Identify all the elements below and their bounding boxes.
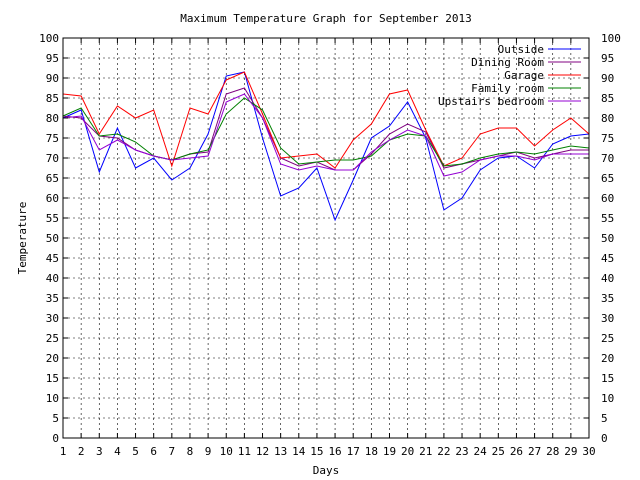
y-tick-label-right: 90 <box>601 72 614 85</box>
series-line-outside <box>62 71 590 222</box>
y-tick-label-right: 55 <box>601 212 614 225</box>
y-tick-label-right: 35 <box>601 292 614 305</box>
x-tick-label: 17 <box>347 445 360 458</box>
series-lines <box>62 71 590 222</box>
y-tick-label-right: 5 <box>601 412 608 425</box>
y-tick-label-right: 15 <box>601 372 614 385</box>
x-tick-label: 23 <box>455 445 468 458</box>
y-tick-label-left: 55 <box>46 212 59 225</box>
x-tick-label: 24 <box>474 445 488 458</box>
y-tick-label-right: 45 <box>601 252 614 265</box>
x-tick-label: 1 <box>60 445 67 458</box>
y-tick-label-left: 45 <box>46 252 59 265</box>
x-tick-label: 11 <box>238 445 251 458</box>
x-tick-label: 26 <box>510 445 523 458</box>
y-tick-label-left: 40 <box>46 272 59 285</box>
x-tick-label: 19 <box>383 445 396 458</box>
legend-label-garage: Garage <box>504 69 544 82</box>
x-tick-label: 7 <box>169 445 176 458</box>
y-tick-label-left: 65 <box>46 172 59 185</box>
y-tick-label-right: 20 <box>601 352 614 365</box>
y-tick-label-left: 5 <box>52 412 59 425</box>
y-tick-label-right: 100 <box>601 32 621 45</box>
x-tick-label: 25 <box>492 445 505 458</box>
legend-label-dining-room: Dining Room <box>471 56 544 69</box>
x-tick-label: 16 <box>328 445 341 458</box>
y-tick-label-right: 70 <box>601 152 614 165</box>
x-tick-label: 21 <box>419 445 432 458</box>
y-tick-label-left: 35 <box>46 292 59 305</box>
y-tick-label-right: 95 <box>601 52 614 65</box>
y-tick-label-right: 50 <box>601 232 614 245</box>
x-tick-label: 8 <box>187 445 194 458</box>
y-tick-label-left: 85 <box>46 92 59 105</box>
grid <box>63 38 589 438</box>
y-tick-label-right: 80 <box>601 112 614 125</box>
x-tick-label: 18 <box>365 445 378 458</box>
y-tick-label-left: 100 <box>39 32 59 45</box>
x-tick-label: 15 <box>310 445 323 458</box>
x-tick-label: 10 <box>220 445 233 458</box>
x-tick-label: 30 <box>582 445 595 458</box>
y-tick-label-left: 70 <box>46 152 59 165</box>
y-tick-label-left: 0 <box>52 432 59 445</box>
y-tick-label-left: 80 <box>46 112 59 125</box>
series-line-upstairs-bedroom <box>62 93 589 177</box>
y-tick-label-left: 20 <box>46 352 59 365</box>
y-tick-label-right: 75 <box>601 132 614 145</box>
x-tick-label: 22 <box>437 445 450 458</box>
y-tick-label-left: 10 <box>46 392 59 405</box>
chart-title: Maximum Temperature Graph for September … <box>180 12 471 25</box>
axis-ticks: 1 2 3 4 5 6 7 8 9 10 11 12 13 14 15 16 17 18 19 20 21 22 23 24 2… <box>39 32 621 458</box>
y-tick-label-left: 25 <box>46 332 59 345</box>
x-tick-label: 9 <box>205 445 212 458</box>
y-tick-label-right: 85 <box>601 92 614 105</box>
x-tick-label: 28 <box>546 445 559 458</box>
y-tick-label-left: 75 <box>46 132 59 145</box>
legend-label-upstairs-bedroom: Upstairs bedroom <box>438 95 544 108</box>
x-tick-label: 14 <box>292 445 306 458</box>
x-tick-label: 20 <box>401 445 414 458</box>
x-axis-label: Days <box>313 464 340 477</box>
y-tick-label-left: 60 <box>46 192 59 205</box>
x-tick-label: 3 <box>96 445 103 458</box>
y-tick-label-left: 95 <box>46 52 59 65</box>
series-line-family-room <box>62 97 590 167</box>
legend-label-family-room: Family room <box>471 82 544 95</box>
y-tick-label-right: 30 <box>601 312 614 325</box>
x-tick-label: 5 <box>132 445 139 458</box>
y-tick-label-right: 25 <box>601 332 614 345</box>
y-tick-label-right: 10 <box>601 392 614 405</box>
legend-label-outside: Outside <box>498 43 544 56</box>
y-tick-label-left: 90 <box>46 72 59 85</box>
x-tick-label: 13 <box>274 445 287 458</box>
y-tick-label-left: 50 <box>46 232 59 245</box>
x-tick-label: 6 <box>150 445 157 458</box>
x-tick-label: 27 <box>528 445 541 458</box>
y-tick-label-right: 40 <box>601 272 614 285</box>
y-tick-label-left: 30 <box>46 312 59 325</box>
y-tick-label-right: 65 <box>601 172 614 185</box>
x-tick-label: 29 <box>564 445 577 458</box>
y-tick-label-left: 15 <box>46 372 59 385</box>
x-tick-label: 12 <box>256 445 269 458</box>
x-tick-label: 2 <box>78 445 85 458</box>
y-tick-label-right: 60 <box>601 192 614 205</box>
y-tick-label-right: 0 <box>601 432 608 445</box>
y-axis-label: Temperature <box>16 202 29 275</box>
x-tick-label: 4 <box>114 445 121 458</box>
